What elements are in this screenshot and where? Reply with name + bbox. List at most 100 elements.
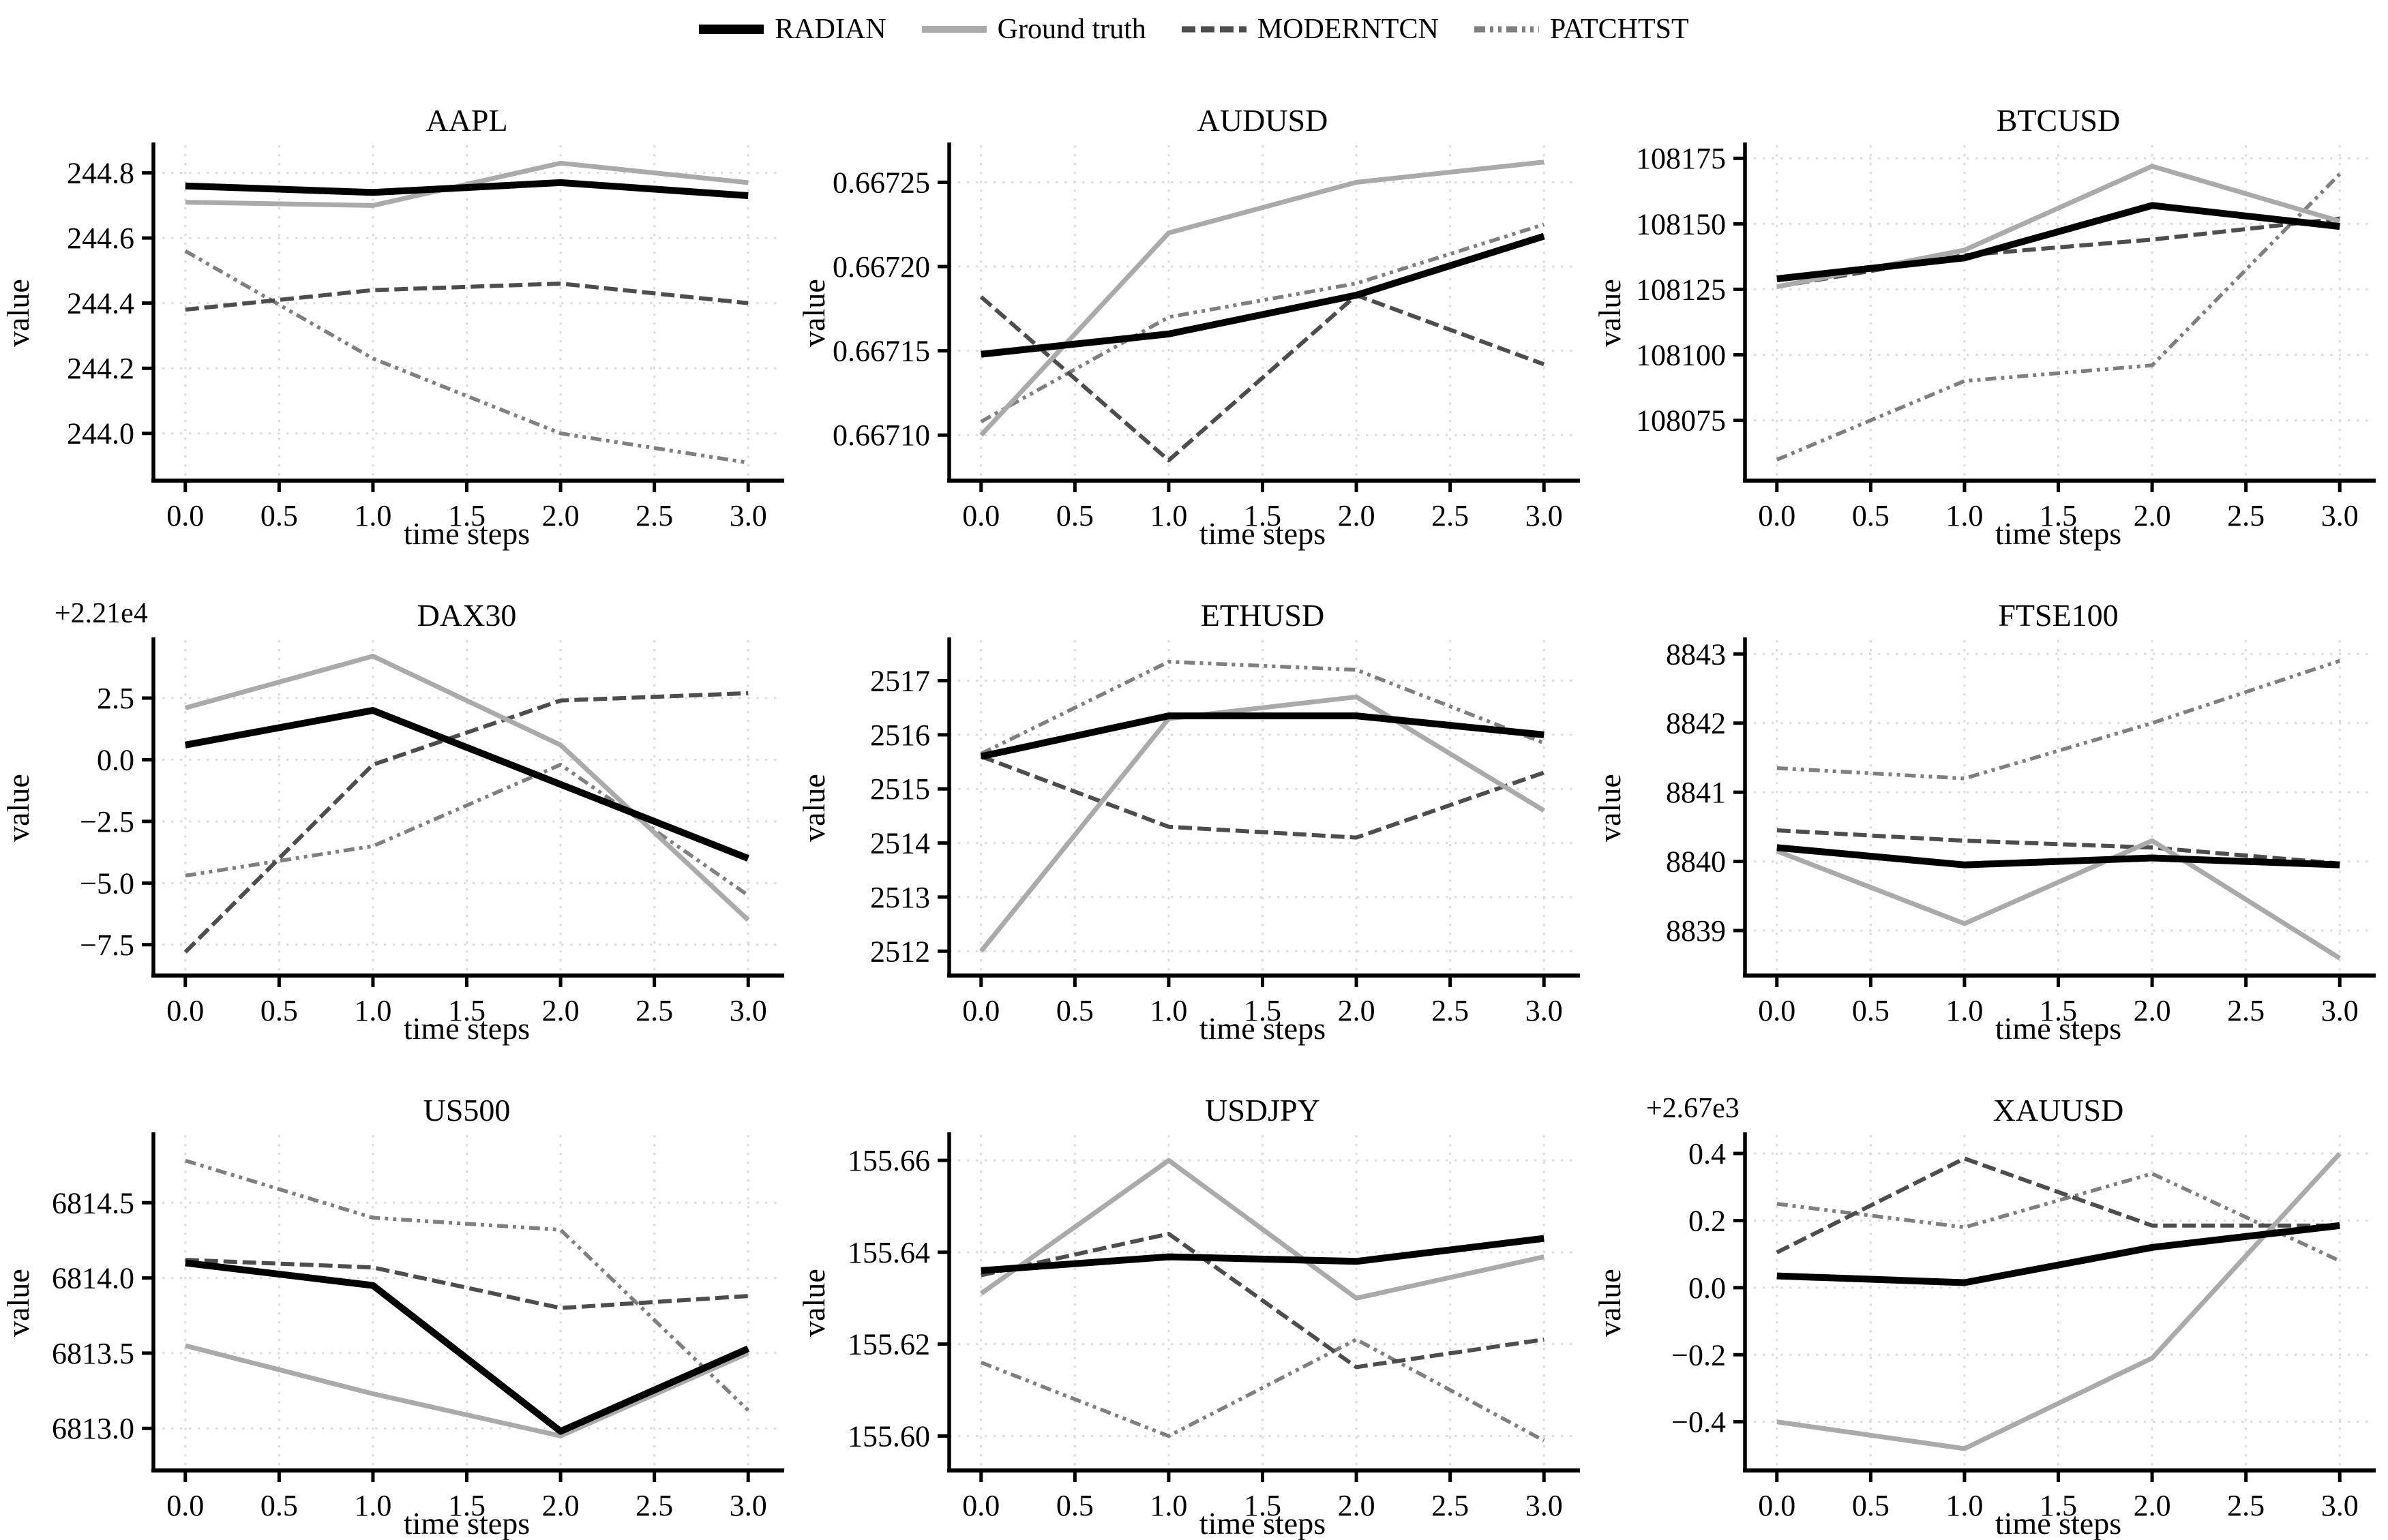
x-tick-label: 1.0: [1945, 499, 1983, 532]
series-line-ground-truth: [979, 160, 1544, 437]
axis-offset-label: +2.67e3: [1646, 1093, 1740, 1124]
y-tick-label: 155.62: [848, 1328, 930, 1361]
series-line-moderntcn: [183, 691, 749, 954]
x-tick-label: 2.0: [1338, 1489, 1375, 1522]
x-axis-label: time steps: [1199, 1011, 1326, 1046]
x-tick-label: 0.5: [260, 499, 298, 532]
y-tick-label: −2.5: [80, 805, 134, 839]
x-tick-label: 1.5: [2040, 499, 2077, 532]
legend-item-radian: RADIAN: [699, 15, 886, 44]
series-line-ground-truth: [979, 694, 1546, 953]
y-tick-label: 2516: [870, 719, 930, 752]
x-tick-label: 2.5: [2227, 1489, 2265, 1522]
series-line-ground-truth: [979, 1158, 1544, 1301]
x-tick-label: 1.0: [1150, 499, 1187, 532]
x-tick-label: 0.5: [1056, 994, 1094, 1027]
x-axis-label: time steps: [1995, 1011, 2121, 1046]
x-tick-label: 2.0: [542, 499, 580, 532]
chart-svg-usdjpy: 155.60 155.62 155.64 155.66 0.0 0.5 1.0 1.5 2.0 2…: [796, 1093, 1580, 1540]
x-tick-label: 2.5: [636, 994, 673, 1027]
y-tick-label: 0.0: [97, 743, 134, 776]
y-tick-label: −0.4: [1671, 1406, 1726, 1439]
chart-svg-aapl: 244.0 244.2 244.4 244.6 244.8 0.0 0.5 1.0 1.5 2.0…: [1, 103, 784, 551]
x-tick-label: 1.0: [354, 994, 391, 1027]
chart-cell-btcusd: 108075 108100 108125 108150 108175 0.0 0.5 1.0 1…: [1592, 51, 2387, 551]
x-tick-label: 1.5: [2040, 994, 2077, 1027]
x-axis-label: time steps: [404, 516, 530, 551]
x-axis-label: time steps: [1199, 516, 1326, 551]
x-tick-label: 3.0: [2321, 499, 2359, 532]
series-line-patchtst: [1776, 172, 2342, 462]
x-tick-label: 1.5: [1244, 994, 1281, 1027]
legend-label-ground-truth: Ground truth: [997, 13, 1146, 45]
x-tick-label: 0.5: [1852, 499, 1890, 532]
x-tick-label: 2.0: [1338, 499, 1375, 532]
chart-svg-dax30: −7.5 −5.0 −2.5 0.0 2.5 0.0 0.5 1.0 1.5 2.0 2.5 3.0 D…: [1, 598, 784, 1046]
y-axis-label: value: [1592, 279, 1627, 347]
y-tick-label: −5.0: [80, 866, 134, 900]
chart-cell-usdjpy: 155.60 155.62 155.64 155.66 0.0 0.5 1.0 1.5 2.0 2…: [796, 1041, 1592, 1540]
y-tick-label: 8839: [1666, 914, 1726, 948]
legend-item-moderntcn: MODERNTCN: [1181, 13, 1439, 45]
x-tick-label: 1.0: [1945, 1489, 1983, 1522]
chart-title: AAPL: [426, 103, 507, 138]
chart-title: XAUUSD: [1993, 1093, 2124, 1128]
chart-cell-aapl: 244.0 244.2 244.4 244.6 244.8 0.0 0.5 1.0 1.5 2.0…: [0, 51, 796, 551]
y-tick-label: −0.2: [1671, 1338, 1726, 1372]
x-tick-label: 1.0: [1150, 1489, 1187, 1522]
y-axis-label: value: [796, 279, 831, 347]
y-tick-label: 108125: [1636, 273, 1726, 306]
chart-cell-ftse100: 8839 8840 8841 8842 8843 0.0 0.5 1.0 1.5 2.0 2.5 3.…: [1592, 546, 2387, 1046]
series-line-patchtst: [1776, 1171, 2341, 1263]
series-line-moderntcn: [1776, 828, 2340, 866]
x-tick-label: 2.0: [542, 1489, 580, 1522]
y-tick-label: 6813.5: [52, 1337, 134, 1370]
series-line-moderntcn: [981, 1231, 1544, 1370]
x-axis-label: time steps: [404, 1011, 530, 1046]
x-tick-label: 3.0: [730, 499, 767, 532]
x-tick-label: 3.0: [1525, 499, 1563, 532]
legend-line-sample-ground-truth: [921, 25, 987, 33]
y-tick-label: 244.2: [67, 352, 134, 385]
series-line-moderntcn: [185, 282, 749, 312]
series-line-ground-truth: [184, 654, 750, 922]
y-tick-label: 6814.5: [52, 1186, 134, 1220]
y-tick-label: 108150: [1636, 207, 1726, 241]
series-line-ground-truth: [1776, 838, 2342, 961]
x-axis-label: time steps: [1995, 516, 2121, 551]
y-tick-label: −7.5: [80, 928, 134, 962]
y-tick-label: 8842: [1666, 707, 1726, 740]
y-tick-label: 2513: [870, 881, 930, 914]
y-tick-label: 6813.0: [52, 1412, 134, 1445]
y-tick-label: 0.66720: [833, 250, 930, 284]
chart-svg-xauusd: −0.4 −0.2 0.0 0.2 0.4 0.0 0.5 1.0 1.5 2.0 2.5 3.0 XA…: [1592, 1093, 2376, 1540]
y-tick-label: 244.4: [67, 287, 134, 320]
series-line-patchtst: [184, 1158, 750, 1412]
x-tick-label: 0.0: [962, 994, 1000, 1027]
y-tick-label: 155.64: [848, 1236, 930, 1269]
x-tick-label: 0.0: [166, 994, 204, 1027]
y-tick-label: 2.5: [97, 682, 134, 715]
axis-offset-label: +2.21e4: [55, 598, 148, 629]
y-tick-label: 244.0: [67, 417, 134, 451]
series-line-ground-truth: [1776, 1151, 2342, 1451]
y-tick-label: 2517: [870, 665, 930, 698]
y-tick-label: 2515: [870, 772, 930, 806]
x-axis-label: time steps: [404, 1506, 530, 1540]
x-tick-label: 0.0: [962, 1489, 1000, 1522]
legend-label-moderntcn: MODERNTCN: [1257, 13, 1439, 45]
x-tick-label: 0.0: [1758, 1489, 1795, 1522]
series-line-moderntcn: [185, 1258, 749, 1310]
series-line-patchtst: [185, 762, 749, 897]
x-tick-label: 1.5: [448, 994, 486, 1027]
y-axis-label: value: [796, 774, 831, 842]
chart-cell-dax30: −7.5 −5.0 −2.5 0.0 2.5 0.0 0.5 1.0 1.5 2.0 2.5 3.0 D…: [0, 546, 796, 1046]
y-axis-label: value: [1, 1269, 35, 1337]
legend-line-sample-moderntcn: [1181, 26, 1247, 32]
series-line-radian: [185, 179, 749, 199]
x-tick-label: 1.5: [448, 1489, 486, 1522]
series-line-patchtst: [1776, 659, 2341, 781]
y-tick-label: 2514: [870, 827, 930, 860]
chart-cell-ethusd: 2512 2513 2514 2515 2516 2517 0.0 0.5 1.0 1.5 2.0 2…: [796, 546, 1592, 1046]
x-tick-label: 0.5: [260, 994, 298, 1027]
